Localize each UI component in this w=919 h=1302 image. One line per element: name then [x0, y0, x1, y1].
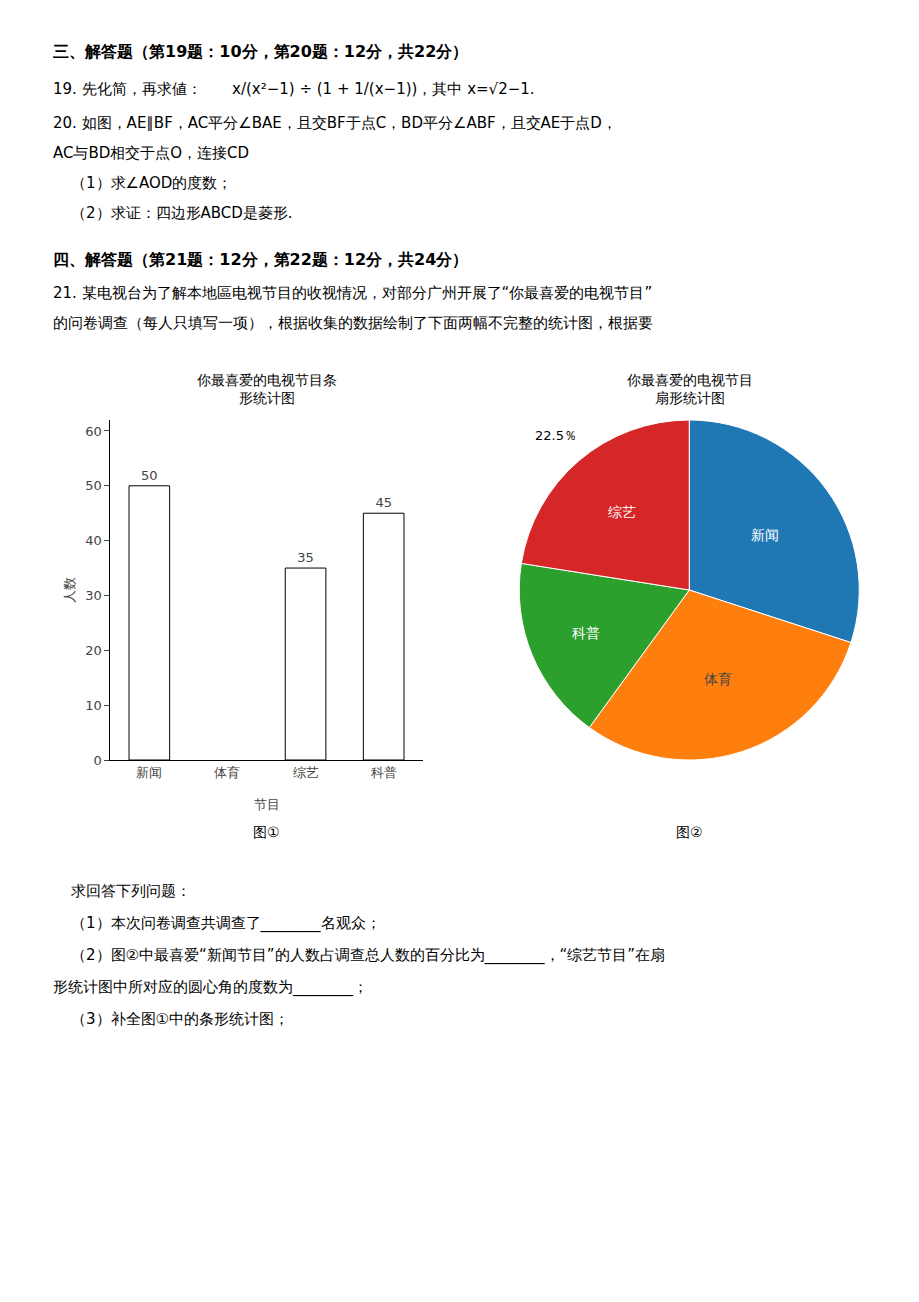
svg-text:体育: 体育 [704, 671, 732, 687]
svg-text:（3）补全图①中的条形统计图；: （3）补全图①中的条形统计图； [71, 1010, 289, 1028]
svg-text:30: 30 [85, 588, 102, 603]
svg-text:60: 60 [85, 424, 102, 439]
svg-text:19. 先化简，再求値：: 19. 先化简，再求値： [53, 80, 202, 98]
svg-text:20: 20 [85, 643, 102, 658]
svg-text:形统计图中所对应的圆心角的度数为________；: 形统计图中所对应的圆心角的度数为________； [53, 978, 368, 997]
svg-text:（1）求∠AOD的度数；: （1）求∠AOD的度数； [71, 174, 232, 192]
svg-text:科普: 科普 [371, 765, 397, 780]
svg-text:50: 50 [85, 478, 102, 493]
svg-text:综艺: 综艺 [293, 765, 319, 780]
svg-text:x/(x²−1) ÷ (1 + 1/(x−1))，其中 x=: x/(x²−1) ÷ (1 + 1/(x−1))，其中 x=√2−1. [232, 80, 535, 98]
svg-text:体育: 体育 [214, 765, 240, 780]
svg-text:35: 35 [297, 550, 314, 565]
svg-text:的问卷调查（每人只填写一项），根据收集的数据绘制了下面两幅不: 的问卷调查（每人只填写一项），根据收集的数据绘制了下面两幅不完整的统计图，根据要 [53, 314, 653, 332]
svg-text:21. 某电视台为了解本地區电视节目的收视情况，对部分广州开: 21. 某电视台为了解本地區电视节目的收视情况，对部分广州开展了“你最喜爱的电视… [53, 284, 652, 302]
svg-text:求回答下列问题：: 求回答下列问题： [71, 882, 191, 900]
svg-text:人数: 人数 [62, 577, 77, 603]
svg-text:新闻: 新闻 [136, 765, 162, 780]
svg-text:20. 如图，AE∥BF，AC平分∠BAE，且交BF于点C，: 20. 如图，AE∥BF，AC平分∠BAE，且交BF于点C，BD平分∠ABF，且… [53, 114, 617, 132]
svg-text:22.5％: 22.5％ [535, 428, 577, 443]
svg-text:节目: 节目 [254, 797, 280, 812]
svg-text:（2）图②中最喜爱“新闻节目”的人数占调查总人数的百分比为_: （2）图②中最喜爱“新闻节目”的人数占调查总人数的百分比为________，“综… [71, 946, 665, 965]
svg-text:你最喜爱的电视节目扇形统计图: 你最喜爱的电视节目扇形统计图 [626, 372, 753, 406]
svg-text:三、解答题（第19题：10分，第20题：12分，共22分）: 三、解答题（第19题：10分，第20题：12分，共22分） [53, 42, 468, 61]
svg-text:10: 10 [85, 698, 102, 713]
svg-text:50: 50 [141, 468, 158, 483]
svg-text:AC与BD相交于点O，连接CD: AC与BD相交于点O，连接CD [53, 144, 249, 162]
svg-text:（2）求证：四边形ABCD是菱形.: （2）求证：四边形ABCD是菱形. [71, 204, 293, 222]
svg-text:（1）本次问卷调查共调查了________名观众；: （1）本次问卷调查共调查了________名观众； [71, 914, 381, 933]
svg-text:四、解答题（第21题：12分，第22题：12分，共24分）: 四、解答题（第21题：12分，第22题：12分，共24分） [53, 250, 468, 269]
svg-text:新闻: 新闻 [751, 527, 779, 543]
svg-text:图①: 图① [253, 824, 280, 840]
svg-text:综艺: 综艺 [608, 504, 636, 520]
svg-text:科普: 科普 [572, 625, 600, 641]
svg-text:0: 0 [93, 753, 101, 768]
svg-text:45: 45 [375, 495, 392, 510]
svg-text:图②: 图② [676, 824, 703, 840]
svg-text:40: 40 [85, 533, 102, 548]
svg-text:你最喜爱的电视节目条形统计图: 你最喜爱的电视节目条形统计图 [196, 372, 337, 406]
